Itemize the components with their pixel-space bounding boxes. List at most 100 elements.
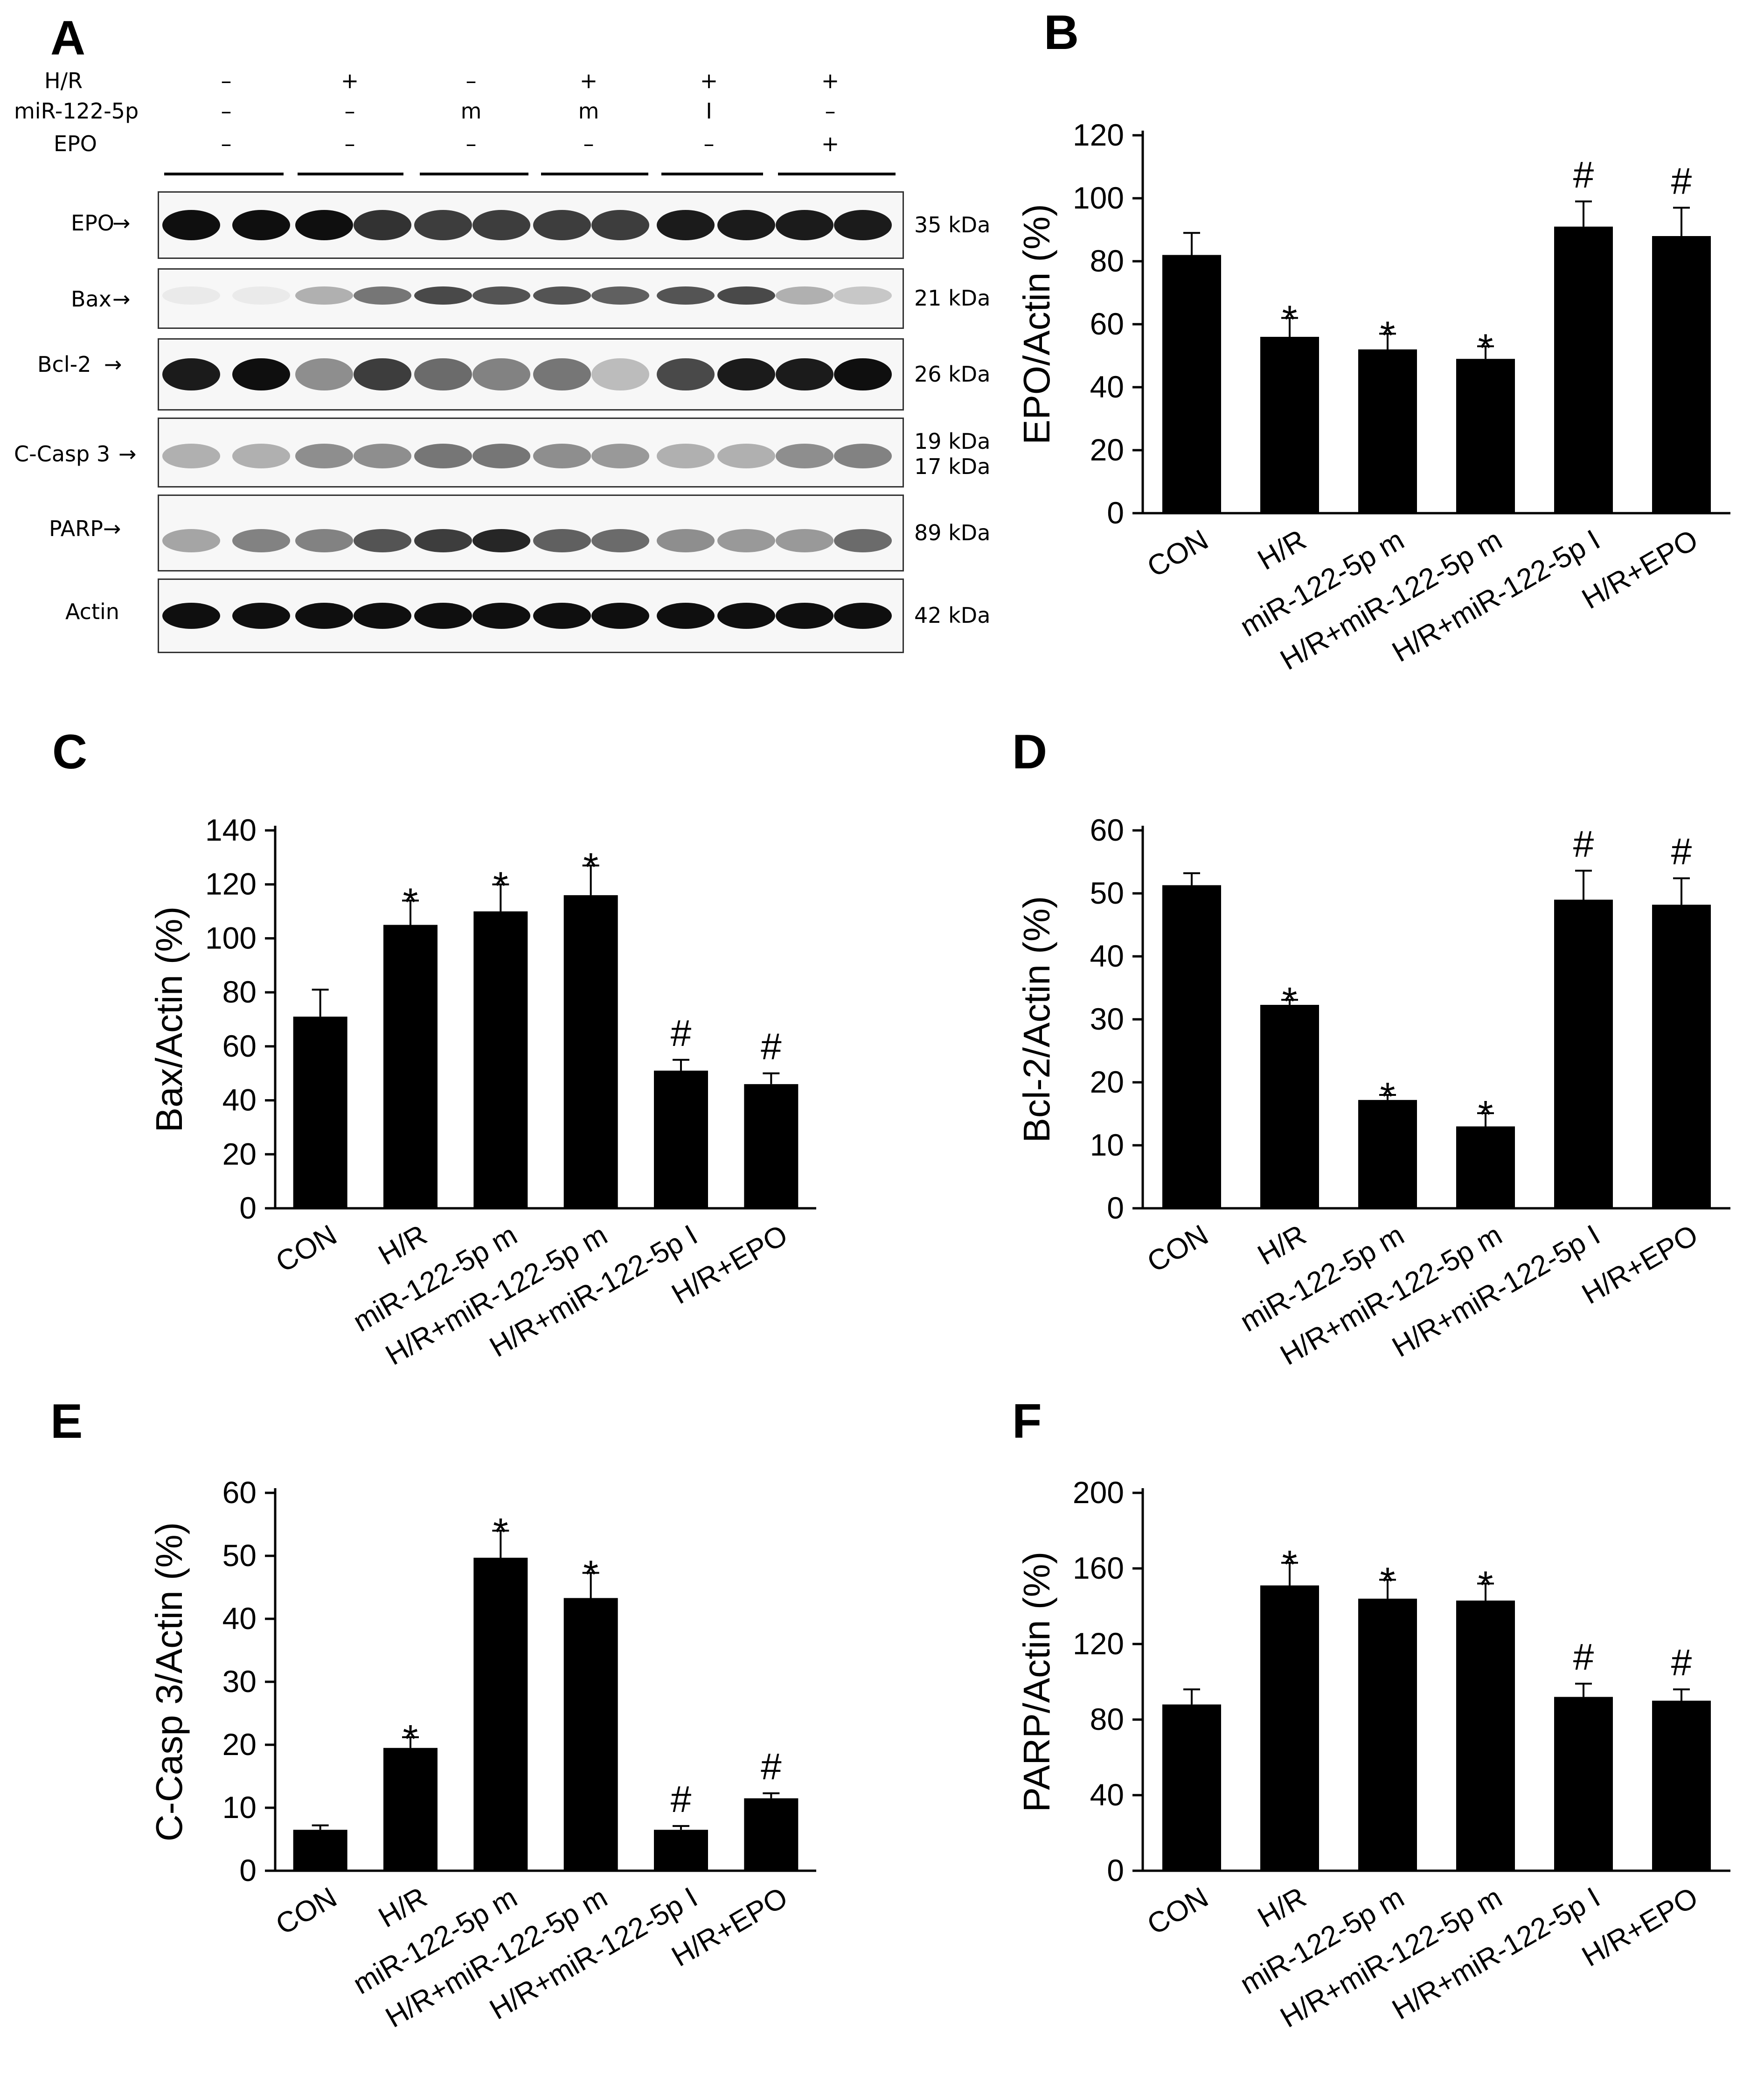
- significance-mark: #: [761, 1026, 782, 1067]
- group-underline: [164, 173, 284, 175]
- significance-mark: #: [1573, 823, 1594, 864]
- bar: [1554, 899, 1613, 1208]
- blot-band: [295, 358, 353, 391]
- y-tick-label: 100: [205, 920, 257, 955]
- panel-label-c: C: [52, 725, 88, 779]
- blot-band: [834, 286, 892, 305]
- significance-mark: *: [403, 880, 418, 924]
- bar: [1260, 1004, 1319, 1208]
- panel-label-f: F: [1012, 1394, 1042, 1449]
- blot-band: [591, 286, 649, 305]
- bar: [1652, 905, 1711, 1208]
- condition-label: EPO: [54, 131, 97, 156]
- bar: [1456, 1126, 1515, 1208]
- y-tick-label: 40: [1090, 1777, 1124, 1812]
- condition-value: +: [340, 68, 359, 93]
- blot-band: [232, 529, 290, 552]
- condition-value: –: [221, 131, 232, 156]
- condition-value: +: [700, 68, 718, 93]
- condition-value: –: [583, 131, 594, 156]
- arrow-right-icon: →: [112, 210, 131, 236]
- condition-value: +: [821, 131, 840, 156]
- bar: [1358, 1598, 1417, 1871]
- blot-band: [717, 209, 775, 241]
- bar: [1162, 255, 1221, 513]
- chart-ccasp3-actin: 0 10 20 30 40 50 60 C-Casp 3/Actin (%) CON * H/R * m…: [135, 1451, 835, 2062]
- blot-band: [533, 358, 591, 391]
- y-tick-label: 10: [1090, 1128, 1124, 1162]
- blot-band: [776, 209, 833, 241]
- significance-mark: *: [1380, 1074, 1396, 1118]
- blot-band: [472, 209, 530, 241]
- condition-value: –: [825, 98, 836, 124]
- blot-band: [657, 209, 715, 241]
- blot-band: [472, 603, 530, 629]
- blot-band: [232, 286, 290, 305]
- blot-band: [162, 529, 220, 552]
- x-tick-label: CON: [1142, 1881, 1214, 1941]
- y-tick-label: 160: [1073, 1551, 1124, 1585]
- molecular-weight-label: 21 kDa: [914, 286, 991, 311]
- blot-band: [472, 358, 530, 391]
- blot-band: [533, 529, 591, 552]
- significance-mark: *: [1282, 298, 1298, 341]
- blot-band: [591, 603, 649, 629]
- molecular-weight-label: 42 kDa: [914, 603, 991, 628]
- y-tick-label: 0: [1107, 1191, 1124, 1225]
- significance-mark: *: [1380, 1559, 1396, 1603]
- blot-band: [533, 209, 591, 241]
- significance-mark: *: [583, 1552, 598, 1596]
- significance-mark: #: [671, 1778, 692, 1820]
- blot-band: [354, 286, 411, 305]
- chart-parp-actin: 0 40 80 120 160 200 PARP/Actin (%) CON * H/R * miR-…: [1003, 1451, 1749, 2067]
- blot-band: [533, 603, 591, 629]
- y-tick-label: 0: [239, 1191, 257, 1225]
- blot-band: [776, 358, 833, 391]
- x-tick-label: CON: [271, 1219, 342, 1279]
- bar: [654, 1070, 708, 1208]
- bar: [1260, 337, 1319, 513]
- x-tick-label: H/R: [373, 1219, 432, 1271]
- group-underline: [298, 173, 403, 175]
- chart-bax-actin: 0 20 40 60 80 100 120 140 Bax/Actin (%) CON * H/R * m…: [135, 788, 835, 1395]
- y-tick-label: 60: [222, 1475, 257, 1510]
- blot-band: [232, 358, 290, 391]
- blot-band: [657, 286, 715, 305]
- y-tick-label: 50: [1090, 876, 1124, 910]
- significance-mark: *: [1478, 1093, 1493, 1136]
- y-tick-label: 40: [1090, 939, 1124, 973]
- panel-label-e: E: [50, 1394, 83, 1449]
- significance-mark: *: [1282, 1542, 1298, 1586]
- blot-band: [657, 358, 715, 391]
- bar: [1162, 1704, 1221, 1871]
- blot-band: [834, 529, 892, 552]
- bar: [1162, 885, 1221, 1208]
- bar: [654, 1830, 708, 1871]
- significance-mark: *: [1282, 979, 1298, 1023]
- y-tick-label: 60: [1090, 307, 1124, 341]
- molecular-weight-label: 17 kDa: [914, 454, 991, 479]
- y-tick-label: 80: [1090, 244, 1124, 278]
- condition-value: –: [344, 98, 355, 124]
- y-tick-label: 20: [1090, 1065, 1124, 1099]
- significance-mark: *: [403, 1717, 418, 1761]
- blot-band: [717, 529, 775, 552]
- blot-band: [591, 209, 649, 241]
- bar: [1358, 349, 1417, 513]
- blot-band: [472, 529, 530, 552]
- significance-mark: #: [1671, 831, 1692, 872]
- blot-band: [591, 529, 649, 552]
- blot-band: [295, 286, 353, 305]
- blot-band: [414, 444, 472, 468]
- blot-band: [533, 286, 591, 305]
- panel-label-d: D: [1012, 725, 1048, 779]
- group-underline: [661, 173, 763, 175]
- y-tick-label: 40: [1090, 369, 1124, 404]
- condition-value: –: [465, 68, 477, 93]
- blot-band: [414, 209, 472, 241]
- blot-band: [717, 286, 775, 305]
- y-tick-label: 0: [1107, 495, 1124, 530]
